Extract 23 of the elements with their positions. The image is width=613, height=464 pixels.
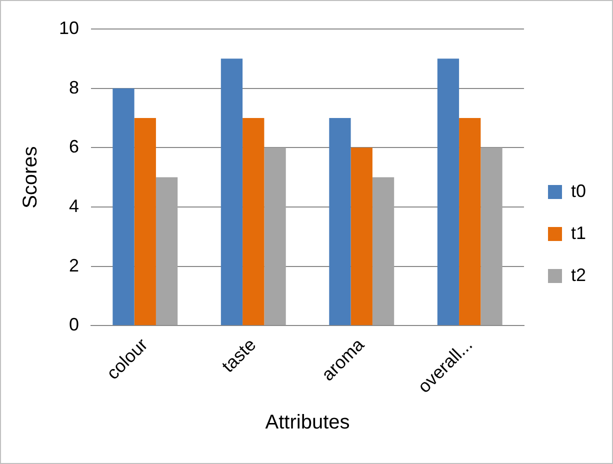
y-tick-label: 2 <box>69 255 80 276</box>
y-tick-label: 8 <box>69 77 80 98</box>
bar <box>372 177 394 326</box>
y-tick-label: 4 <box>69 196 80 216</box>
bar <box>220 58 243 326</box>
bar <box>329 118 351 326</box>
bar <box>264 148 286 326</box>
bar <box>459 118 481 326</box>
bar <box>242 118 264 326</box>
y-axis-title: Scores <box>20 146 42 208</box>
y-tick-label: 0 <box>69 314 80 335</box>
y-tick-label: 6 <box>69 136 80 157</box>
bar <box>134 118 156 326</box>
bar <box>156 177 178 326</box>
x-axis-title: Attributes <box>265 412 350 434</box>
legend-label: t2 <box>570 264 586 285</box>
bar <box>112 88 134 326</box>
y-tick-label: 10 <box>58 18 80 38</box>
legend-label: t0 <box>570 180 586 201</box>
legend-label: t1 <box>570 222 586 243</box>
bar <box>437 58 460 326</box>
bar <box>350 148 372 326</box>
bar <box>480 148 502 326</box>
